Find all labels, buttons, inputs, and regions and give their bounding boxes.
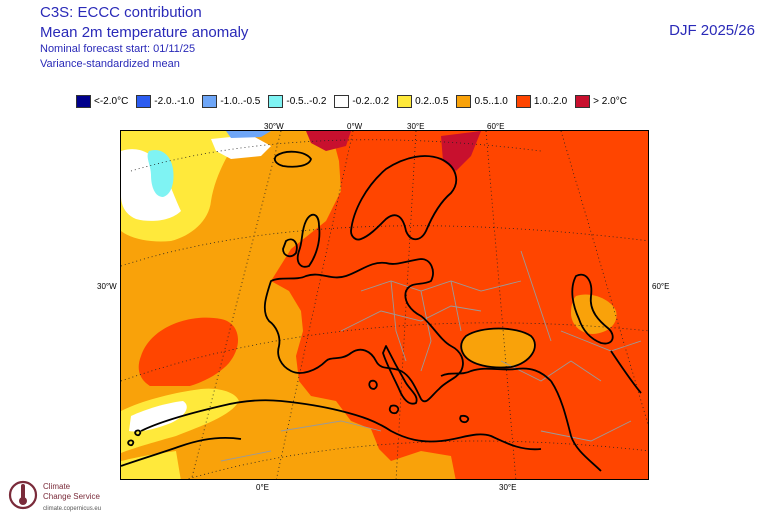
country-border: [340, 305, 482, 332]
chart-subtitle: Mean 2m temperature anomaly: [40, 24, 249, 41]
legend-label: 0.5..1.0: [474, 95, 508, 107]
legend-item: 0.5..1.0: [456, 94, 508, 108]
legend-label: > 2.0°C: [593, 95, 627, 107]
coastline: [263, 258, 464, 403]
anomaly-region-02-05: [121, 451, 181, 479]
coastline: [550, 380, 602, 472]
legend-swatch: [334, 94, 350, 108]
country-border: [520, 250, 552, 342]
legend-item: 1.0..2.0: [515, 94, 568, 108]
country-border: [360, 280, 522, 292]
anomaly-region-1-05-neg: [226, 131, 271, 138]
country-border: [450, 280, 462, 332]
coastline: [459, 414, 470, 424]
legend-item: -0.5..-0.2: [268, 94, 327, 108]
coastline: [382, 345, 418, 405]
anomaly-region-neutral: [129, 401, 187, 432]
logo-line1: Climate: [43, 482, 71, 491]
coastline: [296, 213, 321, 268]
legend-label: -0.2..0.2: [352, 95, 390, 107]
anomaly-region-05-1: [571, 294, 617, 334]
legend-label: -2.0..-1.0: [154, 95, 195, 107]
coastline: [460, 327, 536, 369]
coastline: [273, 150, 312, 168]
legend-item: -2.0..-1.0: [136, 94, 195, 108]
legend-swatch: [456, 94, 472, 108]
season-label: DJF 2025/26: [669, 22, 755, 39]
logo-url: climate.copernicus.eu: [43, 506, 102, 512]
anomaly-region-neutral: [121, 149, 181, 221]
method-text: Variance-standardized mean: [40, 58, 180, 70]
graticule-line: [395, 131, 417, 479]
anomaly-region-above-2: [441, 131, 481, 171]
logo-line2: Change Service: [43, 492, 100, 501]
coastline: [127, 439, 135, 447]
lon-label-bottom: 30°E: [499, 483, 517, 492]
coastline: [282, 238, 298, 258]
coastline: [571, 273, 614, 345]
country-borders: [220, 250, 642, 462]
anomaly-map: [120, 130, 649, 480]
graticule-line: [186, 440, 648, 479]
legend-item: <-2.0°C: [76, 94, 129, 108]
legend-item: -1.0..-0.5: [202, 94, 261, 108]
legend-swatch: [136, 94, 152, 108]
lat-label-right: 60°E: [652, 282, 670, 291]
anomaly-region-1-2: [271, 131, 648, 479]
legend-item: -0.2..0.2: [334, 94, 390, 108]
coastline: [440, 367, 552, 382]
legend-label: 0.2..0.5: [415, 95, 449, 107]
graticule-line: [191, 131, 282, 479]
anomaly-region-05-1: [461, 328, 535, 368]
legend-swatch: [515, 94, 531, 108]
coastline: [121, 436, 242, 467]
lon-label-top: 60°E: [487, 122, 505, 131]
graticule: [121, 131, 648, 479]
legend-label: -0.5..-0.2: [286, 95, 327, 107]
coastline: [610, 350, 642, 394]
coastlines: [121, 150, 642, 472]
country-border: [420, 290, 432, 372]
graticule-line: [121, 225, 648, 267]
legend-item: 0.2..0.5: [397, 94, 449, 108]
copernicus-logo: Climate Change Service climate.copernicu…: [8, 475, 148, 517]
coastline: [350, 155, 458, 241]
color-legend: <-2.0°C -2.0..-1.0 -1.0..-0.5 -0.5..-0.2…: [76, 94, 635, 108]
coastline: [388, 404, 400, 415]
lon-label-top: 0°W: [347, 122, 363, 131]
legend-item: > 2.0°C: [575, 94, 627, 108]
graticule-line: [121, 322, 648, 382]
anomaly-region-02-05: [121, 388, 239, 453]
legend-swatch: [268, 94, 284, 108]
lon-label-top: 30°W: [264, 122, 284, 131]
country-border: [280, 420, 382, 432]
legend-swatch: [202, 94, 218, 108]
legend-label: <-2.0°C: [94, 95, 129, 107]
lat-label-left: 30°W: [97, 282, 117, 291]
graticule-line: [485, 131, 517, 479]
coastline: [134, 429, 142, 437]
country-border: [540, 420, 632, 442]
legend-label: 1.0..2.0: [533, 95, 568, 107]
lon-label-bottom: 0°E: [256, 483, 269, 492]
coastline: [368, 379, 378, 390]
coastline: [140, 399, 542, 451]
country-border: [500, 360, 602, 382]
thermometer-logo-icon: [8, 480, 38, 510]
country-border: [220, 450, 272, 462]
graticule-line: [130, 139, 542, 172]
legend-swatch: [575, 94, 591, 108]
anomaly-region-1-2: [138, 317, 239, 390]
anomaly-region-neutral: [211, 135, 271, 159]
country-border: [390, 280, 407, 362]
legend-swatch: [397, 94, 413, 108]
legend-label: -1.0..-0.5: [220, 95, 261, 107]
forecast-start-text: Nominal forecast start: 01/11/25: [40, 43, 196, 55]
anomaly-region-above-2: [306, 131, 351, 151]
legend-swatch: [76, 94, 91, 108]
chart-title: C3S: ECCC contribution: [40, 4, 202, 21]
anomaly-region-05-02-neg: [147, 149, 174, 197]
graticule-line: [560, 131, 648, 426]
lon-label-top: 30°E: [407, 122, 425, 131]
